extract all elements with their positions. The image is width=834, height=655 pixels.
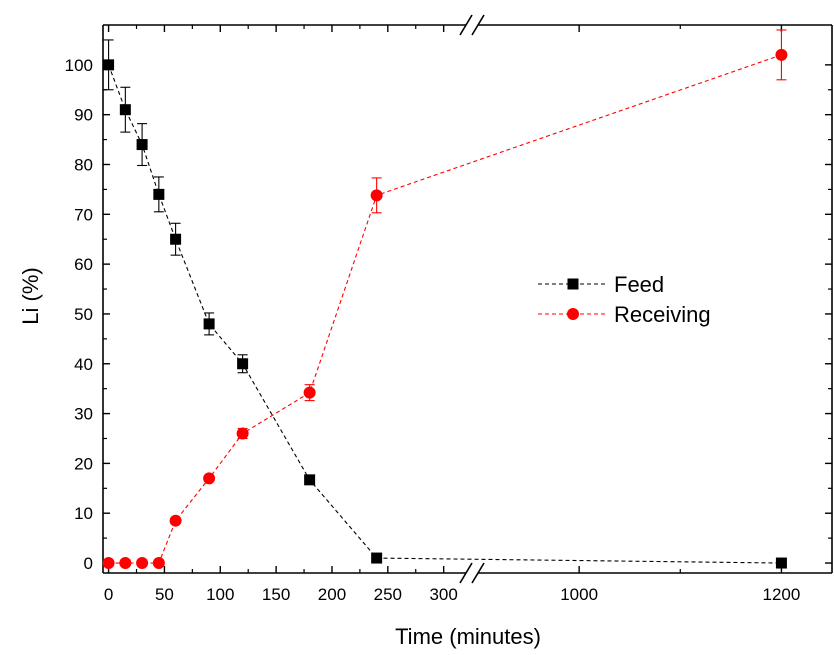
x-tick-label: 200 [318,585,346,604]
error-bars [103,29,787,440]
x-tick-label: 100 [206,585,234,604]
axis-break-mark [459,14,473,36]
axis-break-mark [471,562,485,584]
data-point-receiving [303,386,316,399]
y-tick-label: 70 [74,205,93,224]
y-tick-label: 50 [74,305,93,324]
x-tick-label: 300 [429,585,457,604]
series-markers [102,48,788,570]
legend-label-feed: Feed [614,272,664,297]
axis-break-mark [459,562,473,584]
data-point-feed [304,474,316,486]
x-tick-label: 50 [155,585,174,604]
legend-marker-receiving [567,308,579,320]
data-point-receiving [119,557,132,570]
data-point-receiving [152,557,165,570]
y-tick-label: 20 [74,454,93,473]
y-tick-label: 10 [74,504,93,523]
x-tick-label: 250 [374,585,402,604]
data-point-feed [153,188,165,200]
x-tick-label: 0 [104,585,113,604]
data-point-feed [119,104,131,116]
y-tick-label: 30 [74,405,93,424]
series-line-receiving [108,54,782,564]
data-point-feed [237,358,249,370]
legend: Feed Receiving [538,272,711,327]
data-point-feed [775,557,787,569]
data-point-feed [170,233,182,245]
legend-marker-feed [567,278,579,290]
y-tick-label: 90 [74,106,93,125]
y-tick-label: 40 [74,355,93,374]
axis-break-marks [459,14,485,584]
x-tick-label: 150 [262,585,290,604]
legend-label-receiving: Receiving [614,302,711,327]
y-tick-label: 80 [74,155,93,174]
y-tick-label: 100 [65,56,93,75]
data-point-feed [103,59,115,71]
data-point-receiving [775,48,788,61]
data-point-receiving [169,514,182,527]
data-point-receiving [136,557,149,570]
series-line-feed [108,64,782,564]
y-axis-label: Li (%) [18,267,43,324]
axes [102,24,833,574]
y-tick-label: 0 [84,554,93,573]
x-axis-label: Time (minutes) [395,624,541,649]
x-tick-label: 1000 [560,585,598,604]
y-tick-label: 60 [74,255,93,274]
axis-break-mark [471,14,485,36]
data-point-receiving [102,557,115,570]
series-lines [108,54,782,564]
data-point-receiving [203,472,216,485]
data-point-receiving [370,189,383,202]
data-point-receiving [236,427,249,440]
x-tick-label: 1200 [763,585,801,604]
data-point-feed [371,552,383,564]
data-point-feed [203,318,215,330]
data-point-feed [136,139,148,151]
